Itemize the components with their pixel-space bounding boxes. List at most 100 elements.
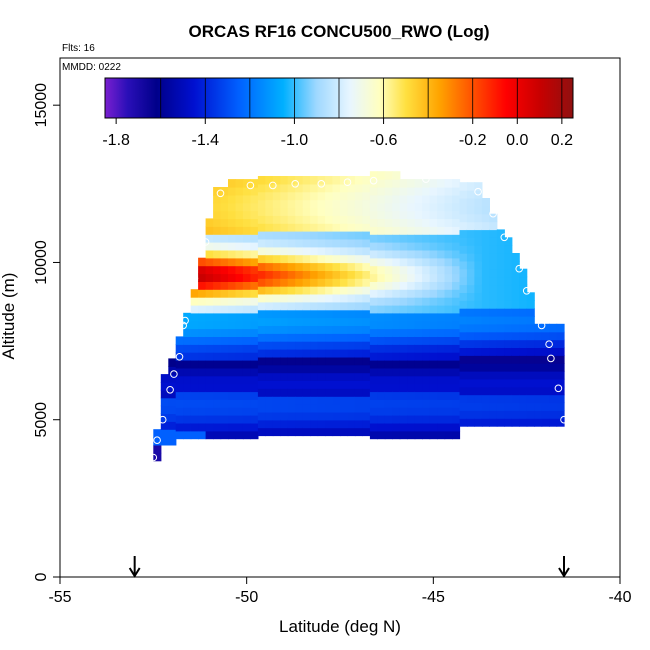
- heatmap-cell: [228, 202, 237, 212]
- heatmap-cell: [407, 344, 416, 353]
- heatmap-cell: [287, 396, 296, 405]
- heatmap-cell: [317, 419, 326, 429]
- heatmap-cell: [504, 284, 513, 293]
- heatmap-cell: [220, 187, 229, 196]
- heatmap-cell: [317, 404, 326, 413]
- heatmap-cell: [474, 213, 483, 223]
- heatmap-cell: [496, 308, 505, 317]
- heatmap-cell: [399, 344, 408, 353]
- heatmap-cell: [190, 297, 199, 306]
- heatmap-cell: [407, 289, 416, 298]
- heatmap-cell: [481, 300, 490, 309]
- heatmap-cell: [392, 297, 401, 306]
- heatmap-cell: [302, 286, 311, 295]
- heatmap-cell: [272, 238, 281, 248]
- heatmap-cell: [377, 344, 386, 353]
- heatmap-cell: [265, 223, 274, 232]
- heatmap-cell: [250, 273, 259, 282]
- heatmap-cell: [481, 386, 490, 396]
- heatmap-cell: [377, 383, 386, 393]
- heatmap-cell: [422, 430, 431, 440]
- x-tick-label: -55: [48, 589, 71, 606]
- heatmap-cell: [362, 270, 371, 279]
- heatmap-cell: [534, 410, 543, 419]
- colorbar: -1.8 -1.4 -1.0 -0.6 -0.2 0.0 0.2: [102, 77, 574, 149]
- heatmap-cell: [452, 367, 461, 377]
- heatmap-cell: [362, 349, 371, 358]
- heatmap-cell: [190, 320, 199, 330]
- heatmap-cell: [362, 207, 371, 216]
- heatmap-cell: [369, 336, 378, 345]
- heatmap-cell: [213, 391, 222, 400]
- heatmap-cell: [325, 215, 334, 224]
- heatmap-cell: [496, 276, 505, 286]
- heatmap-cell: [429, 187, 438, 196]
- heatmap-cell: [437, 179, 446, 188]
- heatmap-cell: [190, 391, 199, 400]
- heatmap-cell: [369, 171, 378, 180]
- heatmap-cell: [407, 360, 416, 369]
- heatmap-cell: [437, 194, 446, 204]
- heatmap-cell: [235, 415, 244, 424]
- heatmap-cell: [489, 371, 498, 380]
- heatmap-cell: [511, 253, 520, 262]
- heatmap-cell: [384, 328, 393, 337]
- heatmap-cell: [399, 336, 408, 345]
- heatmap-cell: [340, 286, 349, 295]
- heatmap-cell: [295, 325, 304, 334]
- heatmap-cell: [332, 183, 341, 193]
- heatmap-cell: [272, 176, 281, 185]
- heatmap-cell: [526, 394, 535, 404]
- heatmap-cell: [459, 276, 468, 286]
- heatmap-cell: [481, 229, 490, 238]
- heatmap-cell: [481, 394, 490, 404]
- heatmap-cell: [504, 355, 513, 364]
- heatmap-cell: [511, 355, 520, 364]
- heatmap-cell: [384, 304, 393, 314]
- heatmap-cell: [317, 411, 326, 421]
- heatmap-cell: [257, 341, 266, 350]
- heatmap-cell: [369, 375, 378, 385]
- heatmap-cell: [228, 281, 237, 290]
- heatmap-cell: [407, 407, 416, 416]
- y-axis-label: Altitude (m): [0, 273, 18, 360]
- heatmap-cell: [205, 257, 214, 267]
- heatmap-cell: [452, 383, 461, 393]
- heatmap-cell: [481, 308, 490, 317]
- heatmap-cell: [287, 380, 296, 389]
- heatmap-cell: [295, 238, 304, 248]
- heatmap-cell: [317, 349, 326, 358]
- heatmap-cell: [213, 352, 222, 361]
- x-tick-label: -40: [608, 589, 631, 606]
- heatmap-cell: [347, 215, 356, 224]
- heatmap-cell: [459, 394, 468, 404]
- heatmap-cell: [220, 218, 229, 227]
- heatmap-cell: [354, 270, 363, 279]
- heatmap-cell: [347, 246, 356, 256]
- heatmap-cell: [228, 320, 237, 330]
- heatmap-cell: [489, 323, 498, 333]
- heatmap-cell: [392, 375, 401, 385]
- heatmap-cell: [369, 430, 378, 440]
- heatmap-cell: [452, 226, 461, 235]
- heatmap-cell: [422, 320, 431, 330]
- heatmap-cell: [541, 323, 550, 333]
- heatmap-cell: [407, 194, 416, 204]
- heatmap-cell: [369, 304, 378, 314]
- heatmap-cell: [504, 276, 513, 286]
- heatmap-cell: [347, 270, 356, 279]
- heatmap-cell: [340, 231, 349, 240]
- heatmap-cell: [526, 300, 535, 309]
- heatmap-cell: [452, 344, 461, 353]
- heatmap-cell: [332, 215, 341, 224]
- heatmap-cell: [287, 176, 296, 185]
- flight-point: [545, 340, 553, 349]
- heatmap-cell: [444, 312, 453, 322]
- heatmap-cell: [332, 404, 341, 413]
- heatmap-cell: [474, 268, 483, 278]
- heatmap-cell: [392, 249, 401, 259]
- heatmap-cell: [347, 404, 356, 413]
- heatmap-cell: [250, 265, 259, 275]
- heatmap-cell: [190, 422, 199, 432]
- heatmap-cell: [198, 273, 207, 282]
